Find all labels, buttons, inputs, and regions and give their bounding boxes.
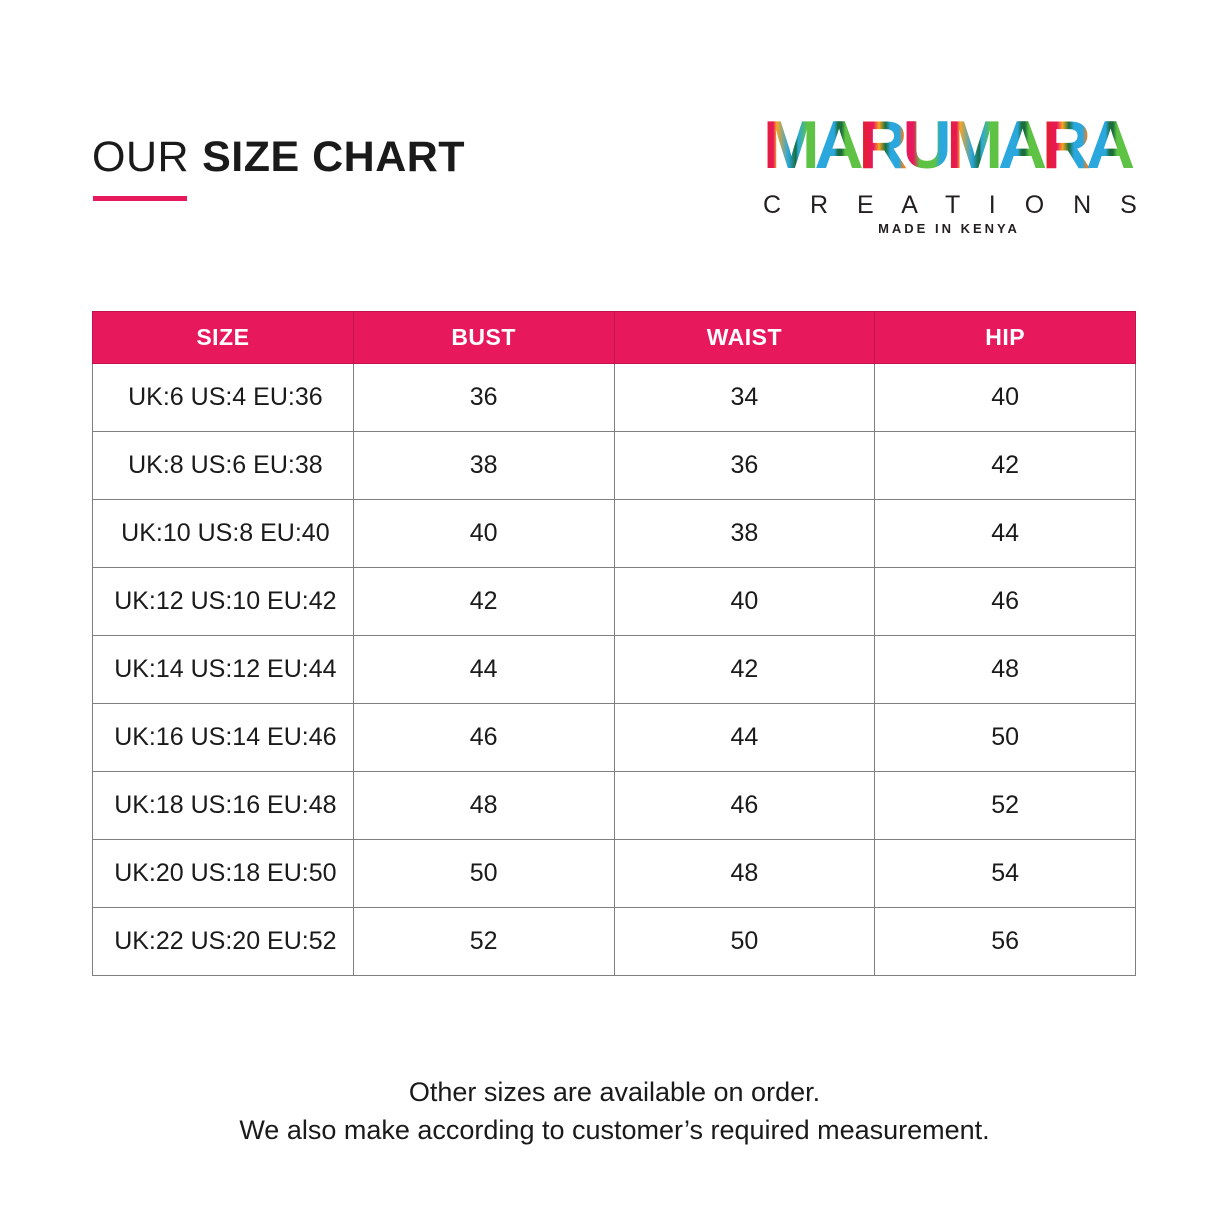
svg-text:R: R bbox=[859, 110, 908, 180]
svg-text:A: A bbox=[998, 110, 1047, 180]
svg-text:A: A bbox=[815, 110, 864, 180]
svg-text:U: U bbox=[903, 110, 952, 180]
svg-text:A: A bbox=[1086, 110, 1133, 180]
svg-text:M: M bbox=[946, 110, 1003, 180]
svg-text:M: M bbox=[763, 110, 820, 180]
svg-text:R: R bbox=[1042, 110, 1091, 180]
